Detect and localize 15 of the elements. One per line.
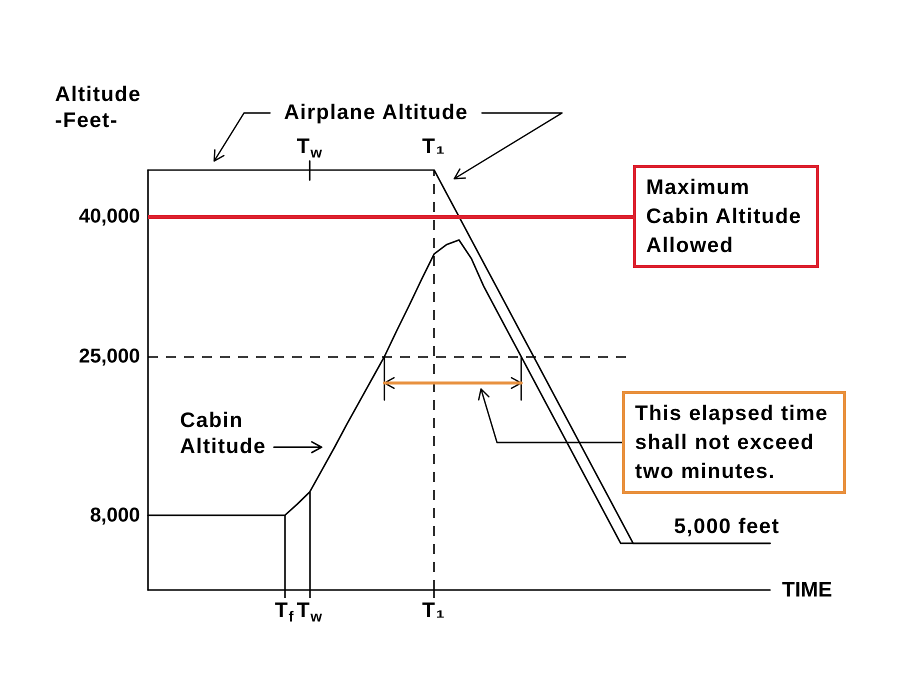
y-tick-label: 25,000 [78, 346, 140, 368]
annotation: T₁ [422, 134, 446, 160]
text: Airplane Altitude [284, 100, 468, 126]
y-tick-label: 40,000 [78, 206, 140, 228]
x-tick-label: T$_{w}$ [296, 598, 323, 626]
ref-line-label: Maximum Cabin Altitude Allowed [646, 175, 803, 260]
x-tick-label: T$_{f}$ [274, 598, 295, 626]
y-tick-label: 8,000 [90, 504, 140, 526]
x-tick-label: T₁ [422, 598, 446, 624]
y-axis-title: Altitude -Feet- [55, 82, 142, 134]
legend-label: Cabin Altitude [180, 408, 268, 460]
annotation: This elapsed time shall not exceed two minutes. [635, 401, 830, 485]
annotation: T$_{w}$ [296, 134, 323, 162]
annotation: 5,000 feet [674, 514, 780, 540]
x-axis-title: TIME [782, 578, 832, 602]
